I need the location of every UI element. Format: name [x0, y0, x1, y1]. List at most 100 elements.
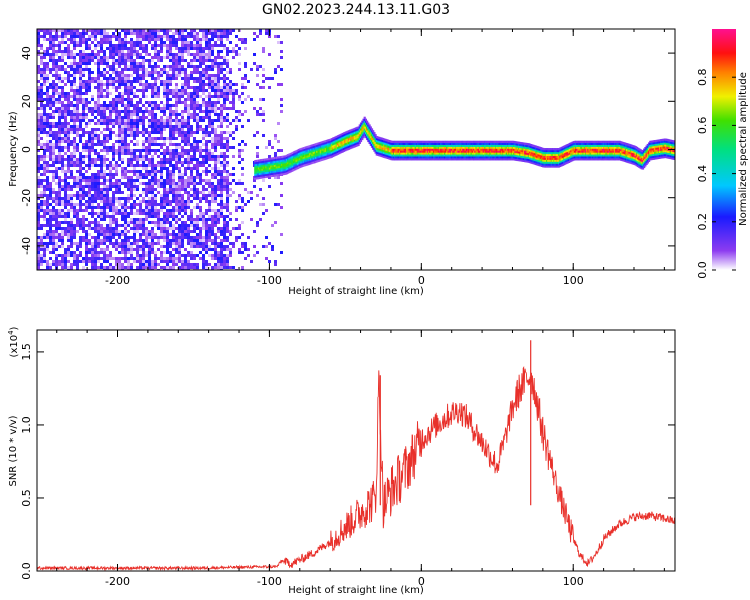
noise-cell — [169, 188, 172, 191]
noise-cell — [82, 86, 85, 89]
noise-cell — [229, 251, 232, 254]
noise-cell — [214, 128, 217, 131]
noise-cell — [115, 62, 118, 65]
noise-cell — [199, 44, 202, 47]
ridge-cell — [285, 154, 288, 157]
noise-cell — [97, 203, 100, 206]
noise-cell — [70, 221, 73, 224]
noise-cell — [106, 59, 109, 62]
noise-cell — [238, 194, 241, 197]
noise-cell — [61, 263, 64, 266]
noise-cell — [202, 56, 205, 59]
noise-cell — [124, 152, 127, 155]
noise-cell — [151, 215, 154, 218]
noise-cell — [187, 137, 190, 140]
noise-cell — [130, 161, 133, 164]
noise-cell — [172, 74, 175, 77]
noise-cell — [166, 56, 169, 59]
noise-cell — [136, 161, 139, 164]
noise-cell — [163, 92, 166, 95]
noise-cell — [163, 119, 166, 122]
noise-cell — [157, 263, 160, 266]
noise-cell — [79, 35, 82, 38]
noise-cell — [166, 86, 169, 89]
noise-cell — [76, 263, 79, 266]
noise-cell — [121, 251, 124, 254]
ridge-cell — [271, 169, 274, 172]
noise-cell — [76, 35, 79, 38]
noise-cell — [94, 227, 97, 230]
noise-cell — [232, 89, 235, 92]
noise-cell — [157, 170, 160, 173]
noise-cell — [208, 263, 211, 266]
noise-cell — [109, 134, 112, 137]
noise-cell — [103, 188, 106, 191]
noise-cell — [118, 182, 121, 185]
noise-cell — [217, 236, 220, 239]
noise-cell — [70, 185, 73, 188]
noise-cell — [79, 59, 82, 62]
noise-cell — [43, 167, 46, 170]
noise-cell — [82, 236, 85, 239]
ridge-cell — [336, 139, 340, 142]
noise-cell — [109, 53, 112, 56]
noise-cell — [37, 176, 40, 179]
noise-cell — [55, 224, 58, 227]
noise-cell — [52, 146, 55, 149]
noise-cell — [67, 251, 70, 254]
noise-cell — [46, 170, 49, 173]
noise-cell — [148, 260, 151, 263]
noise-cell — [163, 203, 166, 206]
noise-cell — [148, 233, 151, 236]
noise-cell — [202, 50, 205, 53]
noise-cell — [178, 176, 181, 179]
noise-cell — [88, 101, 91, 104]
ridge-cell — [316, 158, 319, 161]
noise-cell — [223, 80, 226, 83]
noise-cell — [127, 98, 130, 101]
noise-cell — [226, 203, 229, 206]
noise-cell — [136, 218, 139, 221]
noise-cell — [67, 74, 70, 77]
noise-cell — [232, 245, 235, 248]
noise-cell — [199, 59, 202, 62]
noise-cell — [241, 77, 244, 80]
noise-cell — [142, 89, 145, 92]
ridge-cell — [261, 174, 264, 177]
noise-cell — [199, 107, 202, 110]
noise-cell — [115, 59, 118, 62]
noise-cell — [121, 116, 124, 119]
noise-cell — [37, 254, 40, 257]
ridge-cell — [335, 137, 338, 140]
noise-cell — [103, 206, 106, 209]
noise-cell — [196, 227, 199, 230]
noise-cell — [112, 125, 115, 128]
noise-cell — [49, 209, 52, 212]
ridge-cell — [347, 130, 350, 133]
noise-cell — [148, 134, 151, 137]
noise-cell — [106, 119, 109, 122]
noise-cell — [166, 122, 169, 125]
ridge-cell — [260, 168, 263, 171]
noise-cell — [121, 44, 124, 47]
noise-cell — [121, 125, 124, 128]
noise-cell — [154, 233, 157, 236]
noise-cell — [49, 44, 52, 47]
noise-cell — [199, 155, 202, 158]
noise-cell — [187, 206, 190, 209]
noise-cell — [115, 107, 118, 110]
noise-cell — [100, 227, 103, 230]
noise-cell — [133, 185, 136, 188]
ridge-cell — [323, 146, 326, 149]
noise-cell — [139, 35, 142, 38]
noise-cell — [220, 239, 223, 242]
noise-cell — [214, 185, 217, 188]
noise-cell — [121, 218, 124, 221]
noise-cell — [94, 32, 97, 35]
noise-cell — [127, 161, 130, 164]
ridge-cell — [316, 154, 319, 157]
noise-cell — [112, 173, 115, 176]
noise-cell — [61, 233, 64, 236]
noise-cell — [139, 194, 142, 197]
noise-cell — [157, 164, 160, 167]
